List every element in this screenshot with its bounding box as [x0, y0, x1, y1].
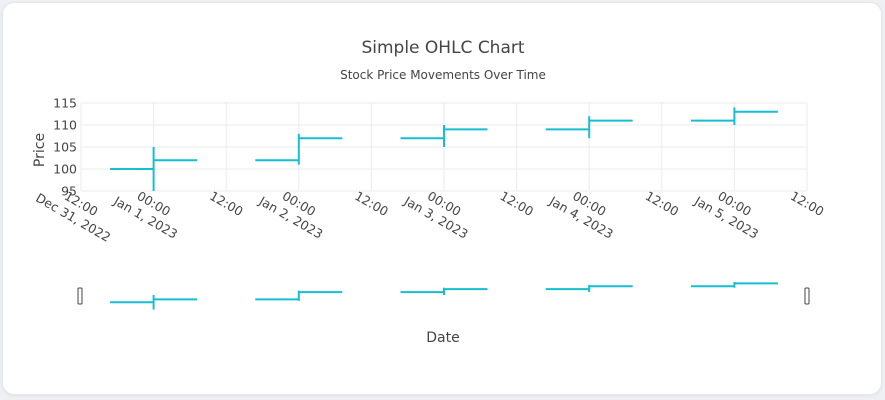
range-slider-bar — [400, 287, 488, 295]
ohlc-bars — [110, 107, 778, 191]
chart-title: Simple OHLC Chart — [361, 38, 524, 58]
range-slider-bar — [545, 284, 633, 293]
x-axis-title: Date — [426, 330, 459, 346]
x-tick: 12:00 — [207, 188, 246, 219]
x-tick-label: 12:00 — [207, 188, 246, 219]
x-tick: 12:00 — [788, 188, 827, 219]
x-tick: 12:00 — [497, 188, 536, 219]
y-tick-label: 105 — [53, 140, 77, 155]
y-tick-label: 110 — [53, 118, 77, 133]
x-tick: 12:00 — [352, 188, 391, 219]
range-slider-bar — [110, 295, 198, 310]
y-tick-label: 95 — [61, 184, 77, 199]
range-slider-left-handle[interactable] — [77, 287, 83, 305]
ohlc-bar — [690, 107, 778, 125]
y-tick-label: 100 — [53, 162, 77, 177]
range-slider[interactable] — [77, 281, 810, 310]
x-tick-label: 12:00 — [497, 188, 536, 219]
ohlc-bar — [255, 133, 343, 165]
range-slider-bars — [110, 281, 778, 310]
ohlc-bar — [110, 147, 198, 191]
range-slider-bar — [690, 281, 778, 288]
ohlc-bar — [400, 125, 488, 147]
range-slider-bar — [255, 290, 343, 301]
x-tick-label: 12:00 — [352, 188, 391, 219]
x-tick-label: 12:00 — [643, 188, 682, 219]
y-tick-label: 115 — [53, 96, 77, 111]
range-slider-right-handle[interactable] — [804, 287, 810, 305]
x-tick-label: 12:00 — [788, 188, 827, 219]
y-axis-ticks: 95 100 105 110 115 — [53, 96, 77, 199]
chart-card — [2, 2, 882, 395]
y-axis-title: Price — [32, 133, 48, 167]
ohlc-bar — [545, 116, 633, 139]
chart-subtitle: Stock Price Movements Over Time — [340, 68, 546, 82]
x-tick: 12:00 — [643, 188, 682, 219]
